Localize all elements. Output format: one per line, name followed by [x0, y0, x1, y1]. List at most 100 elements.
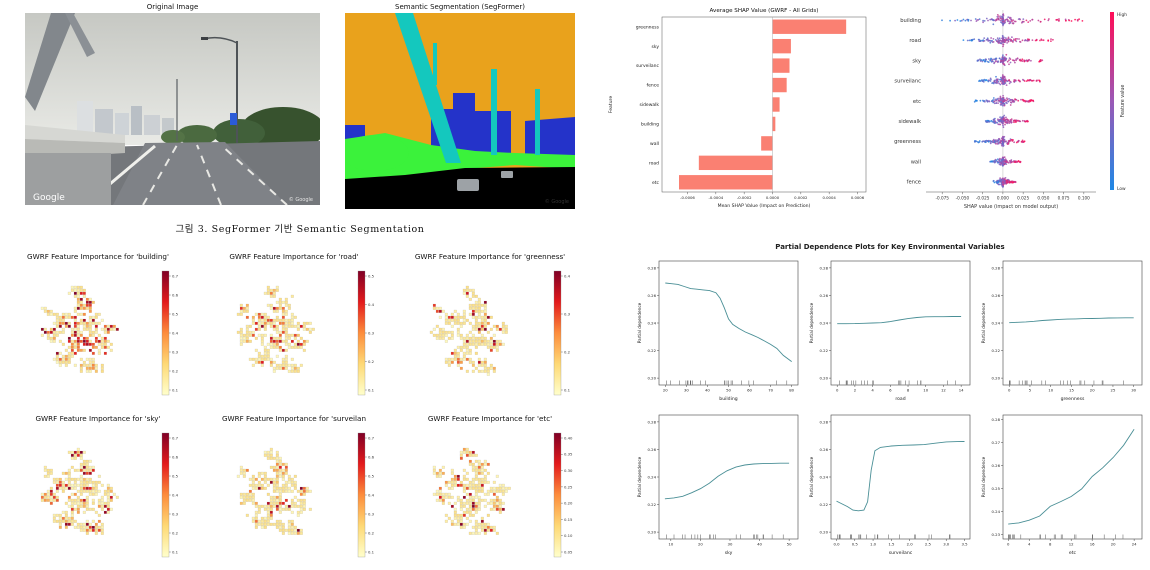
grid-cell	[468, 486, 472, 490]
grid-cell	[85, 306, 89, 310]
grid-cell	[269, 450, 273, 454]
shap-point	[997, 183, 1000, 186]
shap-point	[1010, 121, 1012, 124]
grid-cell	[281, 471, 285, 475]
grid-cell	[94, 321, 98, 325]
grid-cell	[257, 507, 261, 511]
grid-cell	[88, 339, 92, 343]
xtick-label: 0.000	[997, 196, 1009, 201]
grid-cell	[82, 480, 86, 484]
grid-cell	[287, 342, 291, 346]
grid-cell	[456, 321, 460, 325]
grid-cell	[444, 312, 448, 316]
grid-cell	[290, 333, 294, 337]
grid-cell	[79, 339, 83, 343]
shap-point	[1026, 79, 1029, 82]
shap-point	[1001, 117, 1003, 120]
shap-point	[1035, 39, 1038, 42]
grid-cell	[242, 474, 246, 478]
grid-cell	[79, 483, 83, 487]
grid-cell	[480, 339, 484, 343]
grid-cell	[61, 360, 65, 364]
grid-cell	[88, 492, 92, 496]
gwrf-panel-building: GWRF Feature Importance for 'building' 0…	[2, 253, 194, 403]
grid-cell	[263, 348, 267, 352]
grid-cell	[46, 471, 50, 475]
grid-cell	[109, 507, 113, 511]
shap-point	[1022, 141, 1024, 144]
shap-point	[1021, 60, 1024, 62]
grid-cell	[79, 333, 83, 337]
xtick-label: 0.100	[1078, 196, 1090, 201]
grid-cell	[88, 489, 92, 493]
gwrf-panel-greenness: GWRF Feature Importance for 'greenness' …	[394, 253, 586, 403]
grid-cell	[85, 522, 89, 526]
grid-cell	[52, 312, 56, 316]
shap-point	[1006, 18, 1009, 21]
grid-cell	[52, 477, 56, 481]
grid-cell	[453, 315, 457, 319]
grid-cell	[97, 348, 101, 352]
grid-cell	[459, 456, 463, 460]
grid-cell	[55, 477, 59, 481]
shap-point	[986, 60, 989, 63]
grid-cell	[459, 507, 463, 511]
shap-point	[1018, 38, 1020, 40]
grid-cell	[480, 516, 484, 520]
ytick-label: 0.24	[992, 320, 1001, 325]
grid-cell	[46, 468, 50, 472]
grid-cell	[474, 468, 478, 472]
grid-cell	[453, 351, 457, 355]
grid-cell	[58, 516, 62, 520]
grid-cell	[263, 450, 267, 454]
grid-cell	[474, 459, 478, 463]
grid-cell	[254, 321, 258, 325]
grid-cell	[275, 339, 279, 343]
grid-cell	[76, 342, 80, 346]
grid-cell	[43, 495, 47, 499]
shap-point	[1011, 36, 1013, 39]
grid-cell	[88, 468, 92, 472]
shap-point	[1005, 84, 1008, 86]
grid-cell	[278, 522, 282, 526]
shap-point	[1008, 38, 1010, 41]
grid-cell	[67, 522, 71, 526]
grid-cell	[70, 339, 74, 343]
shap-point	[994, 39, 997, 41]
grid-cell	[492, 492, 496, 496]
seg-copyright: © Google	[545, 198, 569, 205]
grid-cell	[447, 315, 451, 319]
grid-cell	[296, 366, 300, 370]
grid-cell	[438, 315, 442, 319]
shap-point	[983, 100, 986, 102]
pdp-svg: 0.200.220.240.260.280 2 4 6 8 10 12 14roadParti…	[809, 260, 971, 402]
grid-cell	[263, 516, 267, 520]
grid-cell	[82, 489, 86, 493]
grid-cell	[266, 315, 270, 319]
grid-cell	[58, 318, 62, 322]
x-axis-label: etc	[1069, 550, 1077, 556]
cbar-tick-label: 0.5	[368, 273, 375, 278]
grid-cell	[489, 345, 493, 349]
grid-cell	[97, 519, 101, 523]
grid-cell	[106, 339, 110, 343]
shap-point	[991, 100, 993, 102]
grid-cell	[468, 507, 472, 511]
grid-cell	[254, 513, 258, 517]
grid-cell	[73, 498, 77, 502]
grid-cell	[284, 342, 288, 346]
grid-cell	[85, 501, 89, 505]
photo-trees	[161, 107, 320, 151]
grid-cell	[501, 483, 505, 487]
grid-cell	[73, 450, 77, 454]
shap-point	[1001, 142, 1004, 145]
grid-cell	[293, 525, 297, 529]
grid-cell	[245, 495, 249, 499]
grid-cell	[55, 519, 59, 523]
grid-cell	[97, 501, 101, 505]
grid-cell	[49, 468, 53, 472]
grid-cell	[284, 480, 288, 484]
grid-cell	[260, 360, 264, 364]
grid-cell	[272, 345, 276, 349]
grid-cell	[94, 330, 98, 334]
